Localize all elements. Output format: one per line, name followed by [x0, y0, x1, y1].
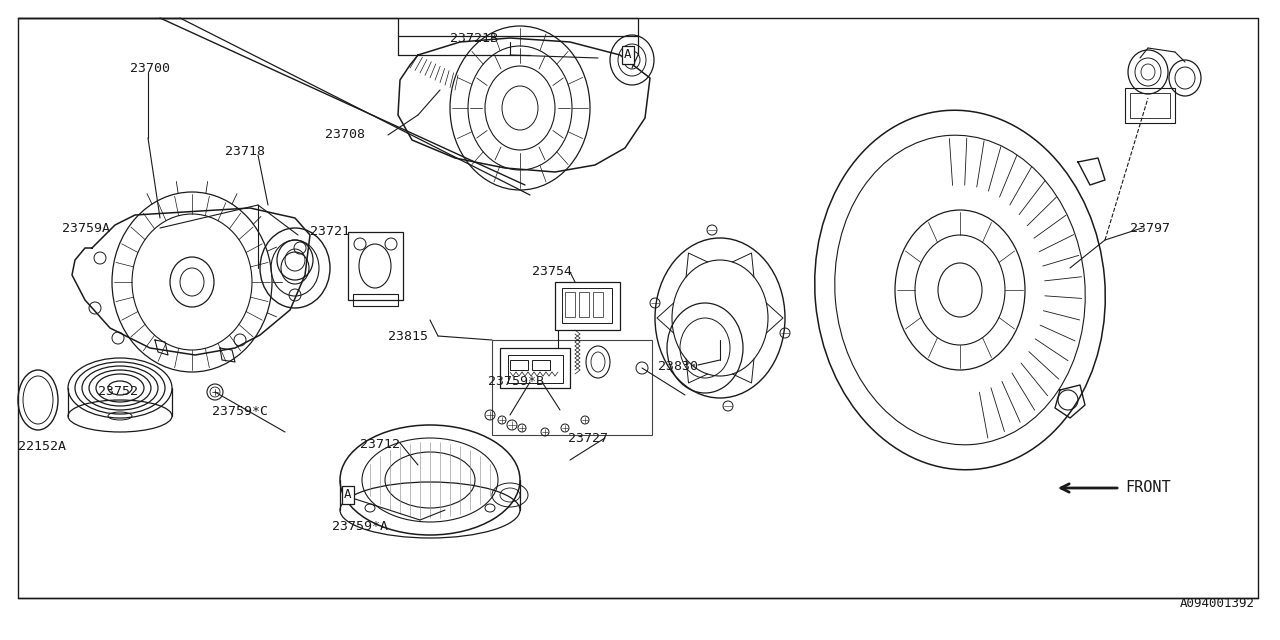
Bar: [508, 355, 563, 383]
Text: 23708: 23708: [325, 128, 365, 141]
Bar: [1130, 93, 1170, 118]
Bar: [398, 18, 637, 36]
Text: 23759*A: 23759*A: [332, 520, 388, 533]
Text: A: A: [625, 48, 632, 61]
Text: 23759*C: 23759*C: [212, 405, 268, 418]
Text: 23721B: 23721B: [451, 32, 498, 45]
Bar: [562, 288, 612, 323]
Text: FRONT: FRONT: [1125, 480, 1171, 495]
Text: 23727: 23727: [568, 432, 608, 445]
Text: 23700: 23700: [131, 62, 170, 75]
Bar: [532, 360, 550, 370]
Bar: [509, 360, 529, 370]
Text: 22152A: 22152A: [18, 440, 67, 453]
Text: 23815: 23815: [388, 330, 428, 343]
Bar: [500, 348, 570, 388]
Bar: [1125, 88, 1175, 123]
Text: 23712: 23712: [360, 438, 399, 451]
Text: 23759*B: 23759*B: [488, 375, 544, 388]
Text: 23830: 23830: [658, 360, 698, 373]
Text: 23721: 23721: [310, 225, 349, 238]
Bar: [556, 282, 620, 330]
Bar: [353, 294, 398, 306]
Bar: [593, 292, 603, 317]
Text: A094001392: A094001392: [1180, 597, 1254, 610]
Bar: [348, 232, 403, 300]
Text: 23752: 23752: [99, 385, 138, 398]
Text: 23797: 23797: [1130, 222, 1170, 235]
Text: 23754: 23754: [532, 265, 572, 278]
Text: A: A: [344, 488, 352, 501]
Bar: [564, 292, 575, 317]
Bar: [579, 292, 589, 317]
Text: 23759A: 23759A: [61, 222, 110, 235]
Bar: [492, 340, 652, 435]
Text: 23718: 23718: [225, 145, 265, 158]
